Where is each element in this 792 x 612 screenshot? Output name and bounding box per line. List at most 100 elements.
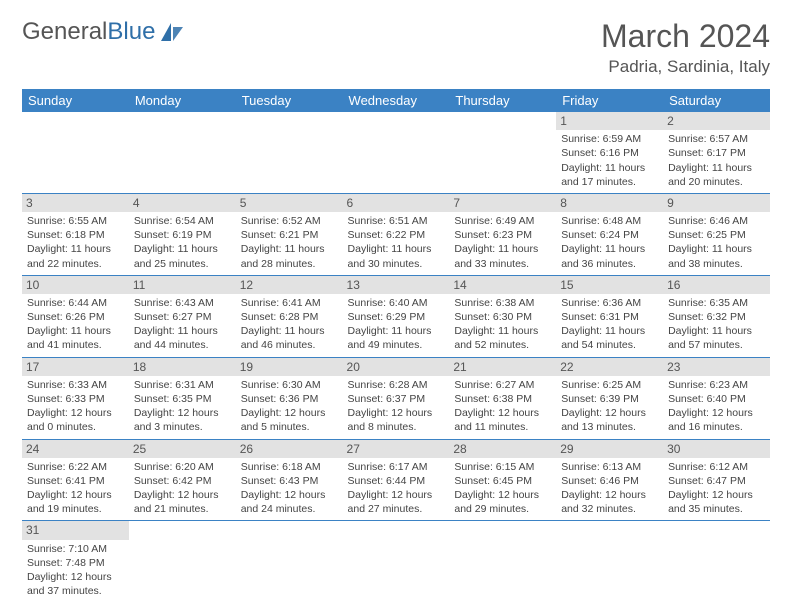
calendar-row: 3Sunrise: 6:55 AMSunset: 6:18 PMDaylight… (22, 193, 770, 275)
weekday-header: Friday (556, 89, 663, 112)
calendar-cell: 11 Sunrise: 6:43 AMSunset: 6:27 PMDayligh… (129, 275, 236, 357)
title-block: March 2024 Padria, Sardinia, Italy (601, 18, 770, 77)
day-info: Sunrise: 7:10 AMSunset: 7:48 PMDaylight:… (27, 542, 124, 599)
calendar-row: 17Sunrise: 6:33 AMSunset: 6:33 PMDayligh… (22, 357, 770, 439)
day-info: Sunrise: 6:31 AMSunset: 6:35 PMDaylight:… (134, 378, 231, 435)
day-info: Sunrise: 6:13 AMSunset: 6:46 PMDaylight:… (561, 460, 658, 517)
calendar-row: 10Sunrise: 6:44 AMSunset: 6:26 PMDayligh… (22, 275, 770, 357)
day-info: Sunrise: 6:51 AMSunset: 6:22 PMDaylight:… (348, 214, 445, 271)
day-number: 4 (129, 194, 236, 212)
calendar-cell: 20 Sunrise: 6:28 AMSunset: 6:37 PMDayligh… (343, 357, 450, 439)
day-number: 11 (129, 276, 236, 294)
calendar-cell: 26 Sunrise: 6:18 AMSunset: 6:43 PMDayligh… (236, 439, 343, 521)
calendar-cell (236, 521, 343, 602)
calendar-cell (236, 112, 343, 193)
calendar-cell: 16Sunrise: 6:35 AMSunset: 6:32 PMDayligh… (663, 275, 770, 357)
day-number: 20 (343, 358, 450, 376)
day-number: 24 (22, 440, 129, 458)
day-info: Sunrise: 6:36 AMSunset: 6:31 PMDaylight:… (561, 296, 658, 353)
weekday-header: Saturday (663, 89, 770, 112)
day-info: Sunrise: 6:49 AMSunset: 6:23 PMDaylight:… (454, 214, 551, 271)
calendar-cell (449, 112, 556, 193)
page-header: GeneralBlue March 2024 Padria, Sardinia,… (22, 18, 770, 77)
day-info: Sunrise: 6:27 AMSunset: 6:38 PMDaylight:… (454, 378, 551, 435)
day-number: 13 (343, 276, 450, 294)
day-info: Sunrise: 6:59 AMSunset: 6:16 PMDaylight:… (561, 132, 658, 189)
calendar-cell: 10Sunrise: 6:44 AMSunset: 6:26 PMDayligh… (22, 275, 129, 357)
weekday-header: Thursday (449, 89, 556, 112)
calendar-cell: 23Sunrise: 6:23 AMSunset: 6:40 PMDayligh… (663, 357, 770, 439)
day-info: Sunrise: 6:43 AMSunset: 6:27 PMDaylight:… (134, 296, 231, 353)
day-info: Sunrise: 6:17 AMSunset: 6:44 PMDaylight:… (348, 460, 445, 517)
day-info: Sunrise: 6:46 AMSunset: 6:25 PMDaylight:… (668, 214, 765, 271)
day-number: 19 (236, 358, 343, 376)
day-info: Sunrise: 6:48 AMSunset: 6:24 PMDaylight:… (561, 214, 658, 271)
calendar-cell: 22Sunrise: 6:25 AMSunset: 6:39 PMDayligh… (556, 357, 663, 439)
calendar-cell (22, 112, 129, 193)
day-number: 23 (663, 358, 770, 376)
calendar-cell: 29 Sunrise: 6:13 AMSunset: 6:46 PMDayligh… (556, 439, 663, 521)
day-number: 30 (663, 440, 770, 458)
day-number: 12 (236, 276, 343, 294)
day-number: 18 (129, 358, 236, 376)
calendar-cell (663, 521, 770, 602)
weekday-header: Monday (129, 89, 236, 112)
day-info: Sunrise: 6:20 AMSunset: 6:42 PMDaylight:… (134, 460, 231, 517)
calendar-cell (449, 521, 556, 602)
weekday-header: Tuesday (236, 89, 343, 112)
calendar-cell: 6Sunrise: 6:51 AMSunset: 6:22 PMDaylight… (343, 193, 450, 275)
day-number: 26 (236, 440, 343, 458)
calendar-cell: 31Sunrise: 7:10 AMSunset: 7:48 PMDayligh… (22, 521, 129, 602)
calendar-cell: 30 Sunrise: 6:12 AMSunset: 6:47 PMDayligh… (663, 439, 770, 521)
logo-sail-icon (159, 21, 185, 43)
weekday-header: Wednesday (343, 89, 450, 112)
calendar-cell: 25Sunrise: 6:20 AMSunset: 6:42 PMDayligh… (129, 439, 236, 521)
day-number: 5 (236, 194, 343, 212)
day-number: 28 (449, 440, 556, 458)
calendar-cell (343, 521, 450, 602)
day-info: Sunrise: 6:41 AMSunset: 6:28 PMDaylight:… (241, 296, 338, 353)
day-info: Sunrise: 6:15 AMSunset: 6:45 PMDaylight:… (454, 460, 551, 517)
day-info: Sunrise: 6:22 AMSunset: 6:41 PMDaylight:… (27, 460, 124, 517)
day-info: Sunrise: 6:30 AMSunset: 6:36 PMDaylight:… (241, 378, 338, 435)
day-number: 2 (663, 112, 770, 130)
day-number: 21 (449, 358, 556, 376)
weekday-header-row: SundayMondayTuesdayWednesdayThursdayFrid… (22, 89, 770, 112)
day-number: 1 (556, 112, 663, 130)
calendar-cell: 27 Sunrise: 6:17 AMSunset: 6:44 PMDayligh… (343, 439, 450, 521)
calendar-row: 24 Sunrise: 6:22 AMSunset: 6:41 PMDayligh… (22, 439, 770, 521)
calendar-cell: 4Sunrise: 6:54 AMSunset: 6:19 PMDaylight… (129, 193, 236, 275)
calendar-cell: 12 Sunrise: 6:41 AMSunset: 6:28 PMDayligh… (236, 275, 343, 357)
day-number: 17 (22, 358, 129, 376)
calendar-cell (556, 521, 663, 602)
day-number: 14 (449, 276, 556, 294)
calendar-cell: 9 Sunrise: 6:46 AMSunset: 6:25 PMDaylight… (663, 193, 770, 275)
weekday-header: Sunday (22, 89, 129, 112)
logo: GeneralBlue (22, 18, 185, 46)
calendar-row: 31Sunrise: 7:10 AMSunset: 7:48 PMDayligh… (22, 521, 770, 602)
logo-text-1: General (22, 18, 107, 46)
calendar-row: 1 Sunrise: 6:59 AMSunset: 6:16 PMDaylight… (22, 112, 770, 193)
calendar-cell: 14 Sunrise: 6:38 AMSunset: 6:30 PMDayligh… (449, 275, 556, 357)
calendar-cell (343, 112, 450, 193)
calendar-table: SundayMondayTuesdayWednesdayThursdayFrid… (22, 89, 770, 602)
calendar-cell: 3Sunrise: 6:55 AMSunset: 6:18 PMDaylight… (22, 193, 129, 275)
day-number: 8 (556, 194, 663, 212)
calendar-body: 1 Sunrise: 6:59 AMSunset: 6:16 PMDaylight… (22, 112, 770, 602)
day-info: Sunrise: 6:57 AMSunset: 6:17 PMDaylight:… (668, 132, 765, 189)
day-number: 29 (556, 440, 663, 458)
calendar-cell: 28 Sunrise: 6:15 AMSunset: 6:45 PMDayligh… (449, 439, 556, 521)
day-number: 9 (663, 194, 770, 212)
day-number: 10 (22, 276, 129, 294)
location-subtitle: Padria, Sardinia, Italy (601, 57, 770, 77)
calendar-cell: 18 Sunrise: 6:31 AMSunset: 6:35 PMDayligh… (129, 357, 236, 439)
day-number: 27 (343, 440, 450, 458)
calendar-cell: 21 Sunrise: 6:27 AMSunset: 6:38 PMDayligh… (449, 357, 556, 439)
day-info: Sunrise: 6:38 AMSunset: 6:30 PMDaylight:… (454, 296, 551, 353)
day-info: Sunrise: 6:12 AMSunset: 6:47 PMDaylight:… (668, 460, 765, 517)
day-number: 7 (449, 194, 556, 212)
day-info: Sunrise: 6:18 AMSunset: 6:43 PMDaylight:… (241, 460, 338, 517)
calendar-cell (129, 521, 236, 602)
day-info: Sunrise: 6:28 AMSunset: 6:37 PMDaylight:… (348, 378, 445, 435)
calendar-cell: 13Sunrise: 6:40 AMSunset: 6:29 PMDayligh… (343, 275, 450, 357)
